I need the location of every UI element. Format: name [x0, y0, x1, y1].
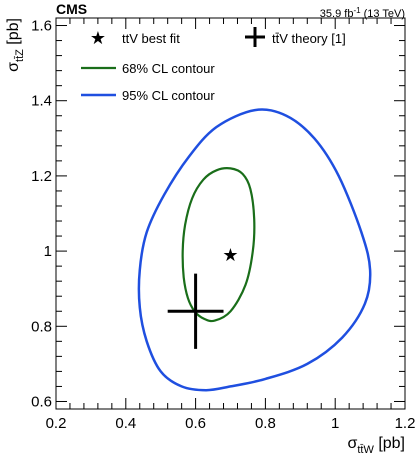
y-tick-label: 0.8: [31, 318, 52, 335]
theory-marker: [167, 273, 224, 349]
x-tick-label: 0.8: [255, 415, 276, 432]
y-tick-label: 1: [44, 243, 52, 260]
y-tick-label: 1.6: [31, 18, 52, 35]
y-tick-label: 1.4: [31, 93, 52, 110]
experiment-label: CMS: [56, 1, 87, 17]
legend-best-fit-label: ttV best fit: [122, 31, 180, 46]
y-tick-label: 1.2: [31, 168, 52, 185]
contour-68cl: [181, 167, 256, 323]
contour-95cl: [137, 108, 372, 392]
x-tick-label: 0.6: [185, 415, 206, 432]
x-axis-title-main: σ: [347, 435, 357, 452]
plot-frame: [55, 17, 406, 410]
legend: ★ ttV best fit tt̄V theory [1] 68% CL co…: [81, 27, 346, 103]
legend-95cl-label: 95% CL contour: [122, 88, 215, 103]
x-tick-label: 0.4: [115, 415, 136, 432]
x-tick-label: 0.2: [46, 415, 67, 432]
y-axis-title-main: σ: [5, 62, 22, 72]
y-axis-title: σtt̄Z [pb]: [5, 18, 26, 72]
legend-best-fit-star: ★: [90, 28, 106, 48]
legend-68cl-label: 68% CL contour: [122, 61, 215, 76]
x-tick-label: 1: [331, 415, 339, 432]
legend-theory-label: tt̄V theory [1]: [272, 31, 346, 46]
luminosity-value: 35.9 fb: [320, 8, 354, 20]
luminosity-label: 35.9 fb-1 (13 TeV): [320, 6, 405, 20]
y-tick-label: 0.6: [31, 393, 52, 410]
y-axis-title-sub: tt̄Z: [14, 49, 26, 62]
axis-tick-labels: 0.2 0.4 0.6 0.8 1 1.2 0.6 0.8 1 1.2 1.4 1.6: [31, 18, 415, 432]
energy-value: (13 TeV): [364, 8, 405, 20]
y-axis-title-unit: [pb]: [5, 18, 22, 45]
luminosity-exponent: -1: [353, 6, 361, 15]
x-tick-label: 1.2: [395, 415, 416, 432]
x-axis-title-unit: [pb]: [378, 435, 405, 452]
x-axis-title-sub: tt̄W: [357, 444, 374, 456]
best-fit-star: ★: [222, 245, 238, 265]
axis-ticks: [55, 18, 406, 409]
x-axis-title: σtt̄W [pb]: [347, 435, 405, 456]
